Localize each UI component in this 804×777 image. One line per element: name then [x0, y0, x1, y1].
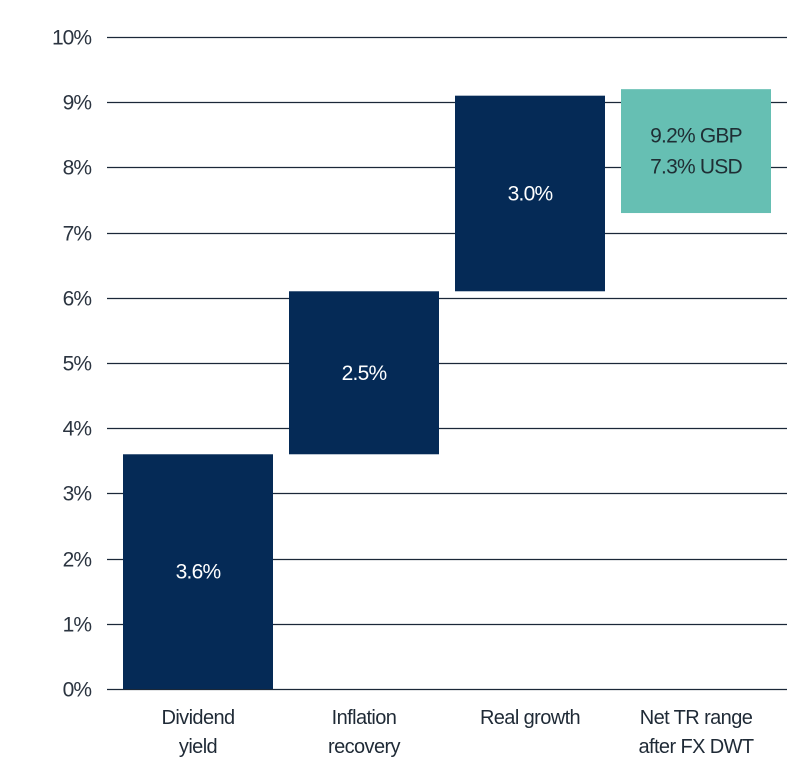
data-label: 9.2% GBP — [650, 125, 742, 148]
y-tick-label: 5% — [63, 353, 92, 376]
y-tick-label: 2% — [63, 549, 92, 572]
y-tick-label: 7% — [63, 223, 92, 246]
bar — [289, 291, 439, 455]
y-tick-label: 3% — [63, 483, 92, 506]
y-tick-label: 4% — [63, 418, 92, 441]
x-axis-category-labels: Dividend yield Inflation recovery Real growt… — [161, 707, 754, 758]
data-label: 3.0% — [508, 182, 553, 205]
data-label: 3.6% — [176, 561, 221, 584]
bar — [455, 95, 605, 292]
y-tick-label: 0% — [63, 679, 92, 702]
y-tick-label: 9% — [63, 92, 92, 115]
data-label: 2.5% — [342, 362, 387, 385]
bar — [123, 454, 273, 689]
x-tick-label: Dividend — [161, 707, 234, 729]
x-tick-label: Inflation — [332, 707, 397, 729]
y-tick-label: 10% — [52, 27, 91, 50]
y-axis-tick-labels: 0% 1% 2% 3% 4% 5% 6% 7% 8% 9% 10% — [52, 27, 92, 702]
y-tick-label: 6% — [63, 288, 92, 311]
y-tick-label: 8% — [63, 157, 92, 180]
y-tick-label: 1% — [63, 614, 92, 637]
x-tick-label: recovery — [328, 736, 400, 758]
range-box — [621, 89, 771, 214]
data-label: 7.3% USD — [650, 156, 742, 179]
bar-data-labels: 3.6% 2.5% 3.0% 9.2% GBP 7.3% USD — [176, 125, 744, 584]
x-tick-label: Net TR range — [640, 707, 753, 729]
x-tick-label: Real growth — [480, 707, 580, 729]
x-tick-label: yield — [179, 736, 217, 758]
x-tick-label: after FX DWT — [638, 736, 753, 758]
bars — [123, 89, 771, 689]
